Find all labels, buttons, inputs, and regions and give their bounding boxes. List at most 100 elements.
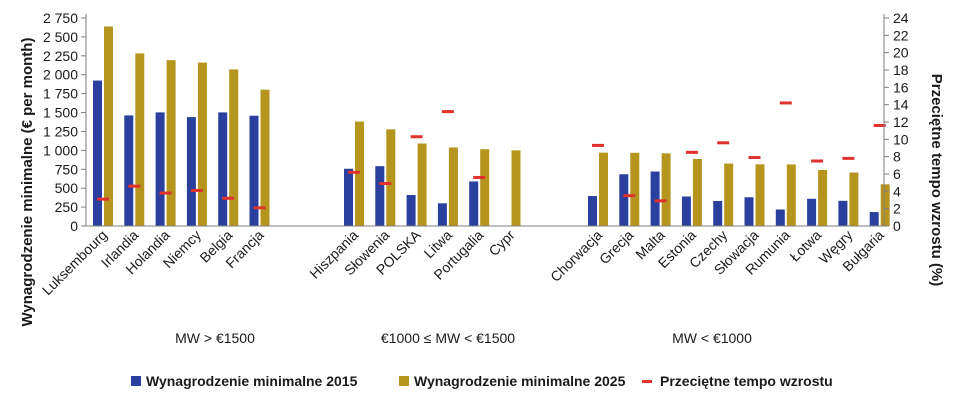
bar-2015-1 <box>124 115 134 226</box>
bar-2025-17 <box>755 164 765 226</box>
y-tick-label-0: 0 <box>70 218 78 234</box>
bar-2015-6 <box>344 168 353 226</box>
y2-tick-label-6: 12 <box>893 114 909 130</box>
bar-2025-18 <box>786 164 796 226</box>
y2-tick-label-4: 8 <box>893 149 901 165</box>
bar-2025-12 <box>599 152 608 226</box>
y-tick-label-3: 750 <box>55 161 79 177</box>
bar-2015-12 <box>588 196 597 226</box>
bar-2015-5 <box>249 115 259 226</box>
bar-2025-16 <box>724 163 734 226</box>
growth-marker-0 <box>97 197 109 201</box>
bar-2025-4 <box>229 69 239 226</box>
legend-swatch-2015 <box>131 376 141 386</box>
y-tick-label-11: 2 750 <box>43 10 78 26</box>
bar-2015-4 <box>218 112 228 226</box>
y-tick-label-6: 1 500 <box>43 105 78 121</box>
y-tick-label-4: 1 000 <box>43 142 78 158</box>
bar-2015-9 <box>437 203 447 226</box>
y2-tick-label-11: 22 <box>893 27 909 43</box>
category-label-11: Cypr <box>485 227 517 259</box>
growth-marker-17 <box>748 156 761 160</box>
y2-tick-label-7: 14 <box>893 97 909 113</box>
growth-marker-5 <box>253 206 266 210</box>
y-tick-label-10: 2 500 <box>43 29 78 45</box>
bar-2015-17 <box>744 197 754 226</box>
growth-marker-19 <box>811 159 824 163</box>
bar-2025-15 <box>692 158 702 226</box>
legend-swatch-2025 <box>399 376 409 386</box>
growth-markers-layer <box>97 101 886 210</box>
bars-layer <box>93 26 890 227</box>
bar-2015-10 <box>469 181 479 226</box>
growth-marker-8 <box>410 135 423 139</box>
legend-label-2025: Wynagrodzenie minimalne 2025 <box>414 373 626 389</box>
bar-2015-8 <box>406 194 416 226</box>
bar-2025-0 <box>104 26 113 227</box>
bar-2025-2 <box>166 60 176 226</box>
bar-2025-8 <box>417 143 427 226</box>
growth-marker-6 <box>348 170 360 174</box>
growth-marker-18 <box>779 101 792 105</box>
y2-tick-label-5: 10 <box>893 131 909 147</box>
group-label-low: MW < €1000 <box>672 330 752 346</box>
y2-axis-title: Przeciętne tempo wzrostu (%) <box>928 74 945 287</box>
bar-2025-21 <box>880 184 890 226</box>
y-tick-label-5: 1 250 <box>43 123 78 139</box>
group-label-mid: €1000 ≤ MW < €1500 <box>381 330 515 346</box>
growth-marker-1 <box>128 184 141 188</box>
y2-tick-label-1: 2 <box>893 201 901 217</box>
growth-marker-9 <box>441 110 454 114</box>
legend: Wynagrodzenie minimalne 2015 Wynagrodzen… <box>131 373 833 389</box>
growth-marker-10 <box>473 175 486 179</box>
bar-2015-20 <box>838 200 848 226</box>
bar-2025-13 <box>630 152 640 226</box>
growth-marker-12 <box>592 143 604 147</box>
y2-tick-label-10: 20 <box>893 45 909 61</box>
growth-marker-14 <box>654 199 667 203</box>
y-axis-title: Wynagrodzenie minimalne (€ per month) <box>19 38 36 327</box>
legend-swatch-growth <box>642 380 652 383</box>
y2-tick-label-8: 16 <box>893 79 909 95</box>
bar-2025-14 <box>661 153 671 226</box>
growth-marker-20 <box>842 156 855 160</box>
bar-2015-21 <box>869 212 879 226</box>
bar-2015-16 <box>713 200 723 226</box>
legend-label-2015: Wynagrodzenie minimalne 2015 <box>146 373 358 389</box>
bar-2015-13 <box>619 174 629 226</box>
growth-marker-4 <box>222 196 235 200</box>
bar-2015-18 <box>775 209 785 226</box>
bar-2025-7 <box>386 129 396 226</box>
bar-2025-1 <box>135 53 145 226</box>
bar-2015-19 <box>807 198 817 226</box>
bar-2015-15 <box>681 196 691 226</box>
growth-marker-7 <box>379 182 392 186</box>
category-label-13: Grecja <box>596 227 637 268</box>
growth-marker-13 <box>623 194 636 198</box>
bar-2025-3 <box>197 62 207 226</box>
bar-2025-10 <box>480 149 490 226</box>
y-tick-label-2: 500 <box>55 180 79 196</box>
bar-2025-9 <box>448 147 458 226</box>
bar-2025-19 <box>818 170 828 226</box>
y-tick-label-1: 250 <box>55 199 79 215</box>
y2-tick-label-12: 24 <box>893 10 909 26</box>
bar-2015-14 <box>650 171 660 226</box>
y2-tick-label-2: 4 <box>893 183 901 199</box>
growth-marker-16 <box>717 141 730 145</box>
legend-label-growth: Przeciętne tempo wzrostu <box>660 373 833 389</box>
bar-2025-20 <box>849 172 859 226</box>
bar-2025-5 <box>260 89 270 226</box>
growth-marker-21 <box>873 123 886 127</box>
group-label-high: MW > €1500 <box>175 330 255 346</box>
bar-2015-2 <box>155 112 165 226</box>
growth-marker-2 <box>159 191 172 195</box>
bar-2015-7 <box>375 166 385 226</box>
y2-tick-label-9: 18 <box>893 62 909 78</box>
bar-2015-0 <box>93 80 102 226</box>
growth-marker-3 <box>190 188 203 192</box>
bar-2015-3 <box>186 117 196 226</box>
y-tick-label-9: 2 250 <box>43 48 78 64</box>
growth-marker-15 <box>685 150 698 154</box>
